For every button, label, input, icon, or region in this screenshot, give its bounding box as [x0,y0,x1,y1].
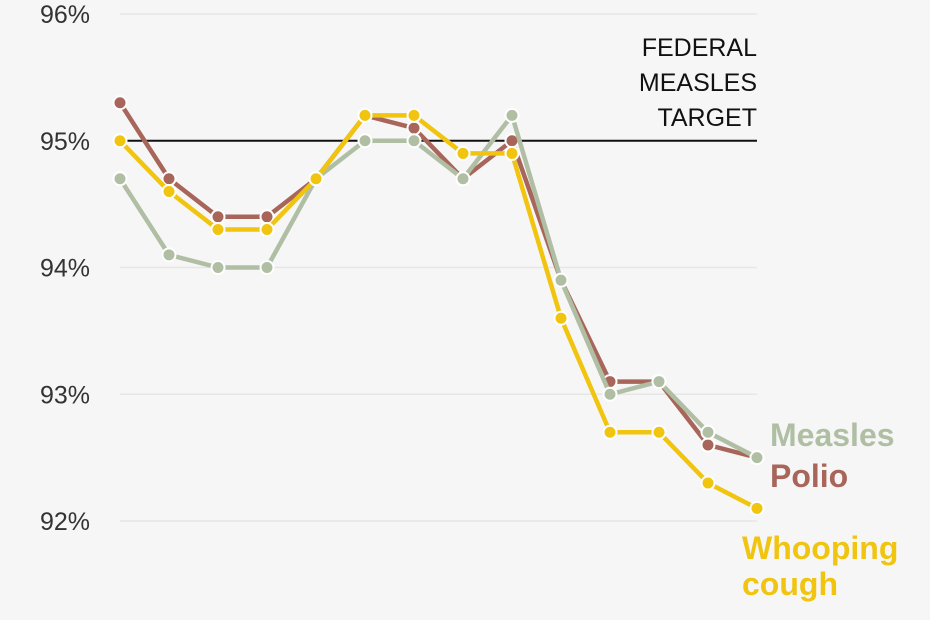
series-polio [112,95,765,466]
data-point [700,424,716,440]
y-tick-label: 92% [40,508,90,536]
data-point [749,500,765,516]
data-point [651,424,667,440]
series-label: cough [742,566,838,602]
y-tick-label: 95% [40,128,90,156]
data-point [749,450,765,466]
data-point [161,171,177,187]
data-point [602,424,618,440]
data-point [455,171,471,187]
series-line [117,113,760,460]
data-point [651,374,667,390]
data-point [406,107,422,123]
data-point [210,260,226,275]
data-point [602,386,618,402]
series-label: Whooping [742,530,898,566]
data-point [259,209,275,225]
data-point [112,133,128,149]
data-point [259,260,275,275]
series-lines [112,95,765,516]
y-tick-label: 96% [40,1,90,29]
data-point [259,221,275,237]
data-point [455,145,471,161]
y-tick-label: 94% [40,255,90,283]
data-point [210,221,226,237]
data-point [357,133,373,149]
data-point [357,107,373,123]
data-point [112,171,128,187]
target-label-line: MEASLES [639,69,757,97]
series-measles [112,107,765,466]
data-point [700,437,716,453]
series-label: Polio [770,458,848,494]
data-point [161,247,177,263]
federal-measles-target: FEDERAL MEASLES TARGET [120,34,757,142]
data-point [406,120,422,136]
y-tick-label: 93% [40,381,90,409]
series-whooping-cough [112,107,765,516]
data-point [308,171,324,187]
target-label-line: TARGET [657,104,757,132]
series-line [117,100,760,460]
data-point [504,145,520,161]
data-point [161,183,177,199]
data-point [210,209,226,225]
target-label-line: FEDERAL [642,34,757,62]
data-point [504,107,520,123]
data-point [112,95,128,111]
data-point [406,133,422,149]
data-point [553,310,569,326]
series-label: Measles [770,417,895,453]
series-line [117,113,760,511]
data-point [700,475,716,491]
data-point [553,272,569,288]
y-axis-tick-labels: 92% 93% 94% 95% 96% [40,1,90,536]
